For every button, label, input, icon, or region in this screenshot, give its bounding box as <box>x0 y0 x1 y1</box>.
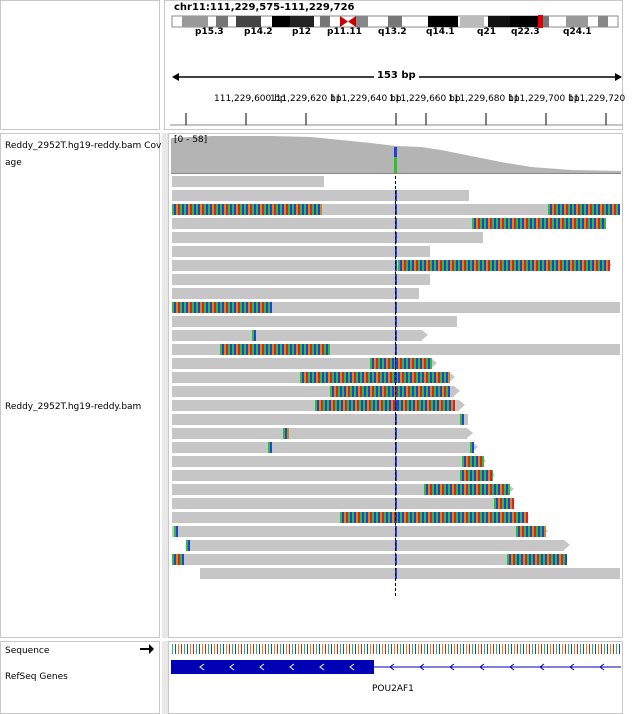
refseq-genes-track-name[interactable]: RefSeq Genes <box>5 672 68 682</box>
name-panel-data <box>0 133 160 638</box>
feature-panel-scrollbar[interactable] <box>162 641 168 714</box>
band-label-q21: q21 <box>477 27 496 37</box>
ruler-pos-3: 111,229,640 bp <box>330 94 402 104</box>
gene-track[interactable] <box>171 659 621 675</box>
name-panel-header <box>0 0 160 130</box>
ruler-pos-2: 111,229,620 bp <box>270 94 342 104</box>
band-label-q22-3: q22.3 <box>511 27 540 37</box>
data-panel-scrollbar[interactable] <box>162 133 168 638</box>
band-label-p15-3: p15.3 <box>195 27 224 37</box>
coverage-track-name-cont: age <box>5 158 22 168</box>
band-label-q24-1: q24.1 <box>563 27 592 37</box>
sequence-track[interactable] <box>172 644 621 654</box>
coverage-track-name[interactable]: Reddy_2952T.hg19-reddy.bam Cov <box>5 141 162 151</box>
sequence-track-name[interactable]: Sequence <box>5 646 50 656</box>
alignment-track-name[interactable]: Reddy_2952T.hg19-reddy.bam <box>5 402 142 412</box>
arrow-right-icon[interactable] <box>139 643 155 655</box>
band-label-p12: p12 <box>292 27 311 37</box>
locus-label: chr11:111,229,575-111,229,726 <box>174 2 355 13</box>
ruler-pos-7: 111,229,720 <box>568 94 626 104</box>
gene-label: POU2AF1 <box>372 684 414 694</box>
ruler-pos-1: 111,229,600 bp <box>214 94 286 104</box>
center-line <box>395 176 396 596</box>
data-panel <box>168 133 623 638</box>
band-label-q13-2: q13.2 <box>378 27 407 37</box>
header-panel <box>164 0 623 130</box>
chromosome-ideogram[interactable] <box>170 14 622 38</box>
ruler-pos-5: 111,229,680 bp <box>448 94 520 104</box>
band-label-p11-11: p11.11 <box>327 27 362 37</box>
ruler-ticks <box>170 113 622 126</box>
coverage-histogram[interactable] <box>171 134 621 174</box>
coverage-range-label: [0 - 58] <box>174 135 208 145</box>
span-label: 153 bp <box>374 70 419 81</box>
ruler-pos-4: 111,229,660 bp <box>389 94 461 104</box>
band-label-p14-2: p14.2 <box>244 27 273 37</box>
band-label-q14-1: q14.1 <box>426 27 455 37</box>
ruler-pos-6: 111,229,700 bp <box>508 94 580 104</box>
